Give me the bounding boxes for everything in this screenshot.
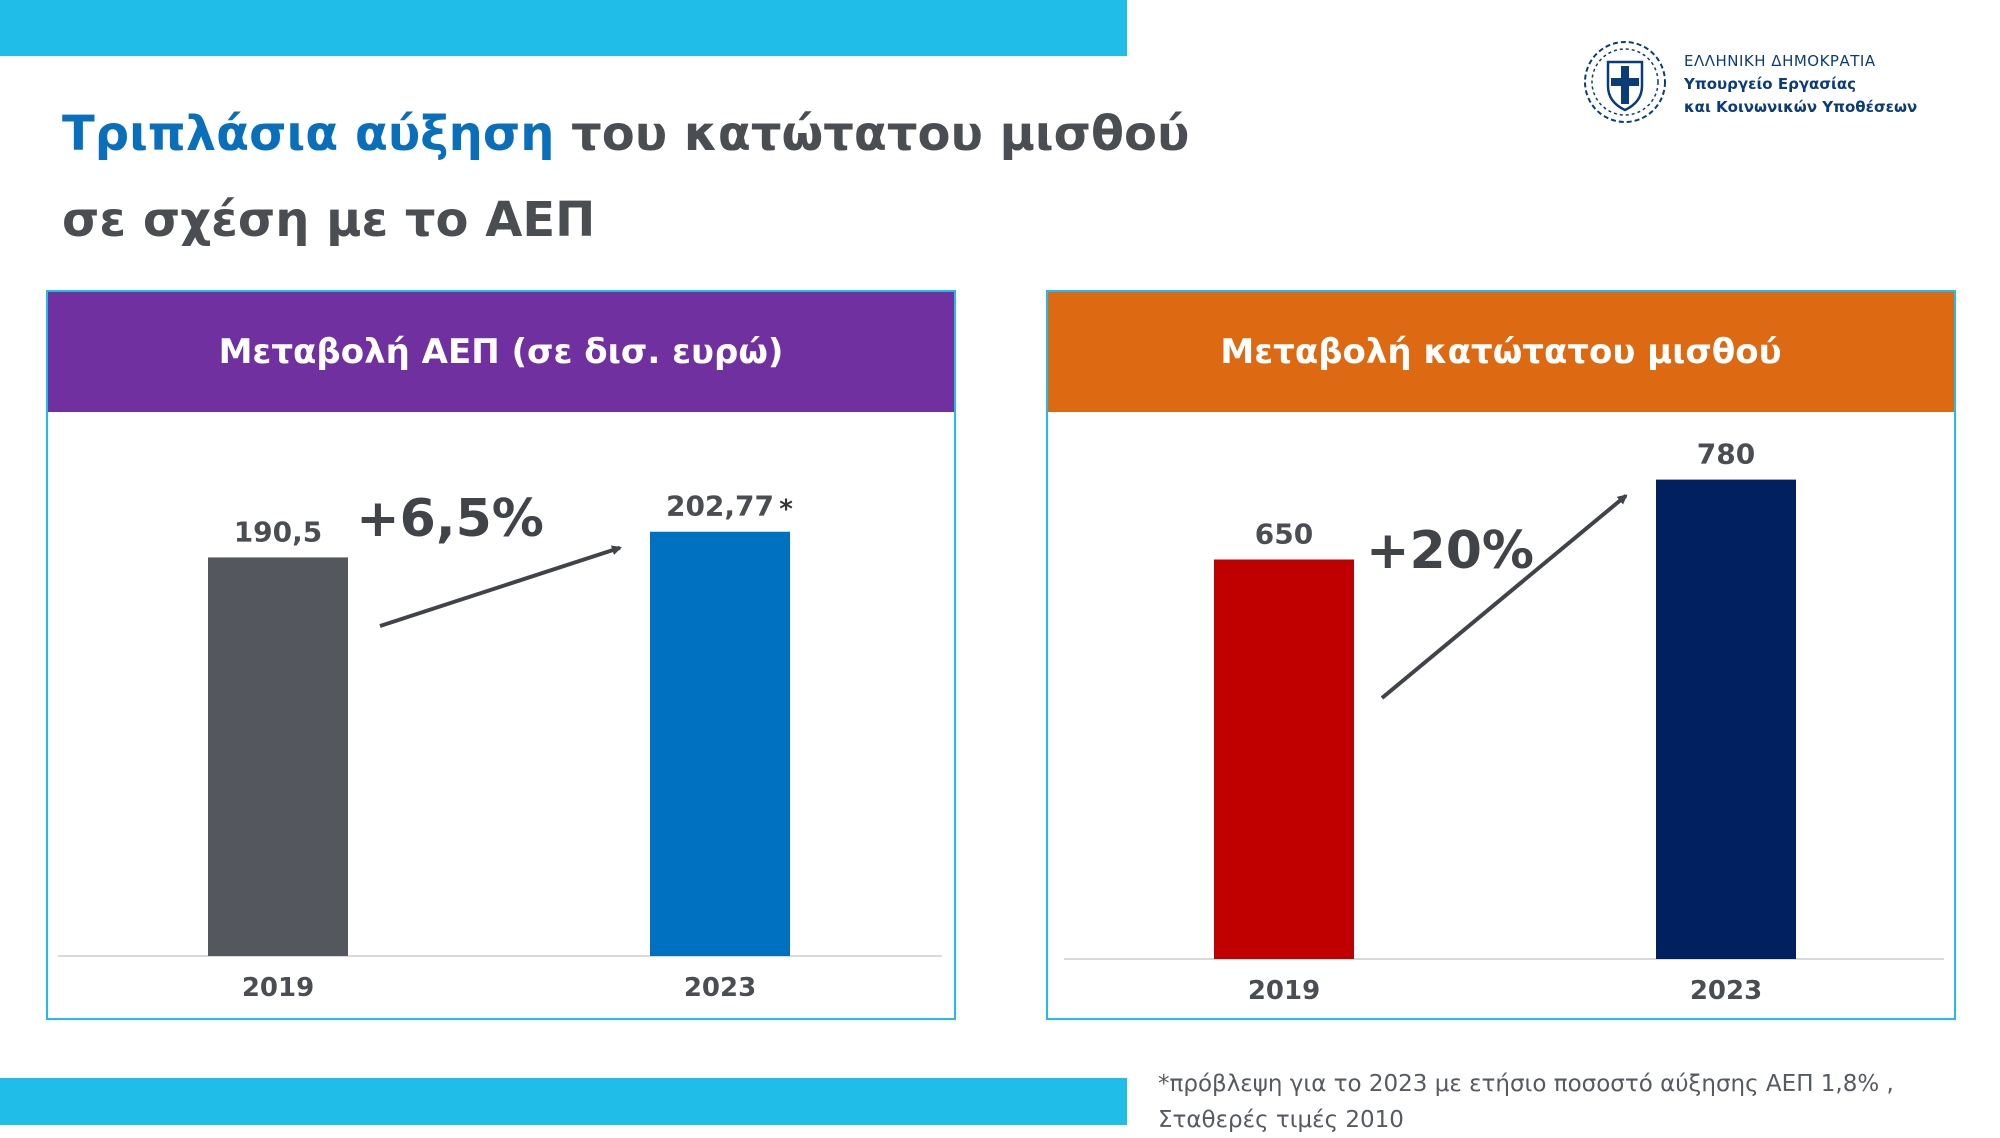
wage-bar-chart: 650 2019 780 2023 +20% [1064,438,1944,1006]
wage-change-label: +20% [1366,521,1534,581]
wage-value-label-2019: 650 [1255,518,1313,551]
footnote: *πρόβλεψη για το 2023 με ετήσιο ποσοστό … [1158,1066,1894,1138]
gdp-category-label-2023: 2023 [684,973,756,1003]
gdp-change-label: +6,5% [356,489,544,549]
wage-bar-2019 [1214,559,1354,959]
ministry-logo-text: ΕΛΛΗΝΙΚΗ ΔΗΜΟΚΡΑΤΙΑ Υπουργείο Εργασίας κ… [1684,50,1917,119]
gdp-bar-2023 [650,531,790,956]
wage-bar-2023 [1656,479,1796,959]
page-title-highlight: Τριπλάσια αύξηση [62,106,555,162]
gdp-category-label-2019: 2019 [242,973,314,1003]
wage-value-label-2023: 780 [1697,438,1755,471]
gdp-value-label-2023: 202,77 [666,490,774,523]
wage-category-label-2019: 2019 [1248,976,1320,1006]
footnote-line-1: *πρόβλεψη για το 2023 με ετήσιο ποσοστό … [1158,1071,1894,1097]
gdp-footnote-mark: * [779,495,793,525]
wage-change-arrow [1380,494,1628,700]
logo-line-ministry: Υπουργείο Εργασίας [1684,75,1857,93]
logo-line-ministry-cont: και Κοινωνικών Υποθέσεων [1684,98,1918,116]
page-title: Τριπλάσια αύξηση του κατώτατου μισθού [62,106,1189,162]
page-subtitle: σε σχέση με το ΑΕΠ [62,192,596,248]
gdp-bar-2019 [208,557,348,956]
footnote-line-2: Σταθερές τιμές 2010 [1158,1107,1404,1133]
greek-coat-of-arms-icon [1584,41,1666,123]
wage-category-label-2023: 2023 [1690,976,1762,1006]
gdp-bar-chart: 190,5 2019 202,77 * 2023 +6,5% [58,489,942,1003]
gdp-value-label-2019: 190,5 [234,515,323,548]
logo-line-republic: ΕΛΛΗΝΙΚΗ ΔΗΜΟΚΡΑΤΙΑ [1684,52,1876,70]
gdp-chart-panel: Μεταβολή ΑΕΠ (σε δισ. ευρώ) 190,5 2019 202… [46,290,956,1020]
page-title-rest: του κατώτατου μισθού [554,106,1190,162]
wage-chart-title: Μεταβολή κατώτατου μισθού [1048,292,1954,412]
wage-chart-panel: Μεταβολή κατώτατου μισθού 650 2019 780 2023… [1046,290,1956,1020]
top-accent-bar [0,0,1127,56]
gdp-chart-title: Μεταβολή ΑΕΠ (σε δισ. ευρώ) [48,292,954,412]
gdp-change-arrow [379,545,622,628]
bottom-accent-bar [0,1078,1127,1125]
